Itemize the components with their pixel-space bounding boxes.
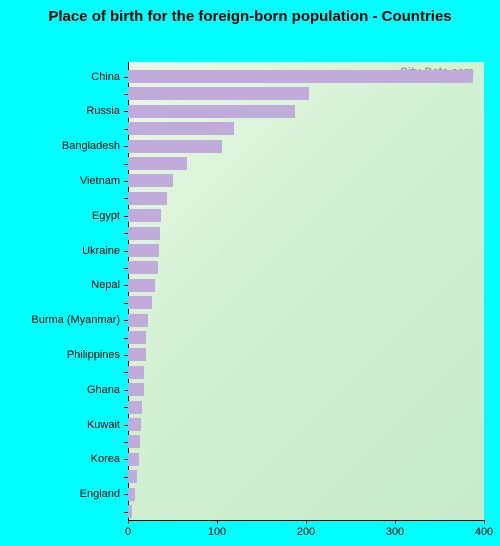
y-tick [124, 320, 128, 321]
bar [128, 192, 167, 205]
bar [128, 453, 139, 466]
y-tick [124, 268, 128, 269]
bar [128, 383, 144, 396]
y-axis-label: Nepal [0, 279, 120, 291]
y-tick [124, 129, 128, 130]
y-axis-label: China [0, 71, 120, 83]
y-axis-label: Philippines [0, 349, 120, 361]
bar [128, 314, 148, 327]
y-tick [124, 459, 128, 460]
y-tick [124, 251, 128, 252]
x-axis-label: 0 [125, 526, 131, 538]
bar [128, 244, 159, 257]
y-tick [124, 407, 128, 408]
y-tick [124, 77, 128, 78]
bar [128, 401, 142, 414]
x-tick [128, 520, 129, 524]
chart-canvas: Place of birth for the foreign-born popu… [0, 0, 500, 546]
y-axis-label: Vietnam [0, 175, 120, 187]
y-tick [124, 338, 128, 339]
y-tick [124, 216, 128, 217]
y-tick [124, 477, 128, 478]
bar [128, 261, 158, 274]
x-tick [395, 520, 396, 524]
bar [128, 505, 132, 518]
y-tick [124, 494, 128, 495]
y-tick [124, 181, 128, 182]
bar [128, 435, 140, 448]
bar [128, 209, 161, 222]
x-axis-label: 200 [297, 526, 315, 538]
bar [128, 174, 173, 187]
y-axis-label: Egypt [0, 210, 120, 222]
y-axis-label: England [0, 488, 120, 500]
y-tick [124, 94, 128, 95]
y-tick [124, 198, 128, 199]
x-axis-label: 300 [386, 526, 404, 538]
chart-title: Place of birth for the foreign-born popu… [0, 0, 500, 27]
y-tick [124, 355, 128, 356]
y-axis-label: Russia [0, 105, 120, 117]
y-tick [124, 390, 128, 391]
y-axis-label: Korea [0, 453, 120, 465]
y-axis-label: Ukraine [0, 245, 120, 257]
y-axis-label: Ghana [0, 384, 120, 396]
bar [128, 348, 146, 361]
bar [128, 105, 295, 118]
bar [128, 488, 135, 501]
y-tick [124, 146, 128, 147]
bar [128, 227, 160, 240]
x-axis-label: 400 [475, 526, 493, 538]
bar [128, 157, 187, 170]
x-tick [484, 520, 485, 524]
bar [128, 140, 222, 153]
bar [128, 87, 309, 100]
bar [128, 70, 473, 83]
x-tick [306, 520, 307, 524]
y-tick [124, 285, 128, 286]
bar [128, 122, 234, 135]
bar [128, 470, 137, 483]
y-tick [124, 233, 128, 234]
y-tick [124, 164, 128, 165]
bar [128, 296, 152, 309]
y-axis-label: Kuwait [0, 419, 120, 431]
y-axis-label: Bangladesh [0, 140, 120, 152]
x-axis-label: 100 [208, 526, 226, 538]
y-axis-label: Burma (Myanmar) [0, 314, 120, 326]
bar [128, 331, 146, 344]
y-tick [124, 442, 128, 443]
bar [128, 279, 155, 292]
y-tick [124, 512, 128, 513]
x-tick [217, 520, 218, 524]
y-tick [124, 111, 128, 112]
y-tick [124, 303, 128, 304]
bar [128, 366, 144, 379]
y-tick [124, 425, 128, 426]
y-tick [124, 372, 128, 373]
bar [128, 418, 141, 431]
